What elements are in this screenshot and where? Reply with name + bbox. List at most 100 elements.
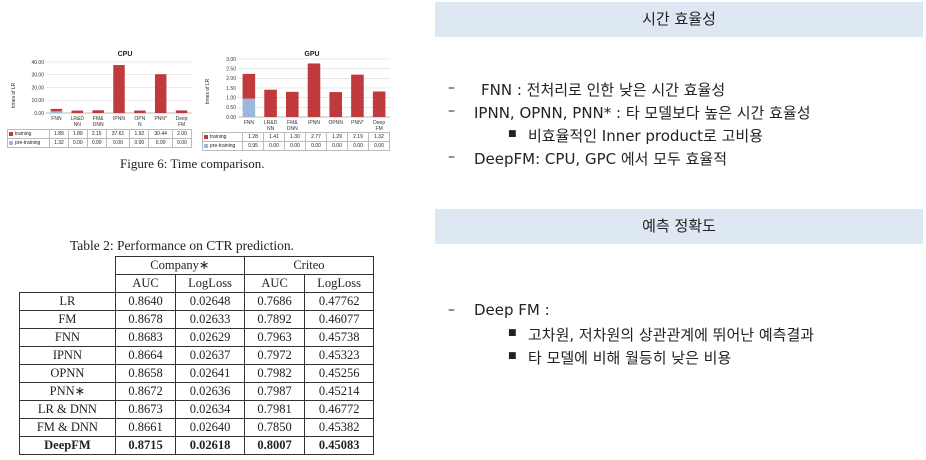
table-cell: 1.89 xyxy=(49,129,69,139)
table-cell: 1.41 xyxy=(263,132,285,142)
table-row: PNN∗ 0.8672 0.02636 0.7987 0.45214 xyxy=(19,382,374,401)
y-tick-label: 10.00 xyxy=(31,98,44,104)
table-row-label: OPNN xyxy=(19,364,116,383)
x-category-label: PNN* xyxy=(154,116,167,122)
x-category-label: DNN xyxy=(287,126,298,132)
bullet-deepfm-efficiency: DeepFM: CPU, GPC 에서 모두 효율적 xyxy=(474,150,728,168)
x-category-label: IPNN xyxy=(113,116,125,122)
table-cell: 0.02648 xyxy=(175,292,245,311)
pretraining-swatch xyxy=(204,143,208,148)
bar-training xyxy=(285,91,299,117)
table-row: LR & DNN 0.8673 0.02634 0.7981 0.46772 xyxy=(19,400,374,419)
bullet-dash-marker: – xyxy=(448,103,455,119)
bullet-dash-marker: – xyxy=(448,149,455,165)
table-group-header-row: Company∗ Criteo xyxy=(19,256,375,293)
table-cell: 0.46077 xyxy=(304,310,374,329)
table-cell: 0.00 xyxy=(105,138,131,148)
bullet-deepfm: Deep FM : xyxy=(474,301,550,319)
table-column-header: AUC xyxy=(114,274,177,293)
bullet-dash-marker: – xyxy=(448,302,455,318)
table-cell: 2.00 xyxy=(172,129,192,139)
table-cell: 0.47762 xyxy=(304,292,374,311)
table-column-header: AUC xyxy=(243,274,306,293)
bullet-square-marker: ■ xyxy=(508,328,517,338)
table-corner-cell xyxy=(19,256,116,293)
x-category-label: PNN* xyxy=(351,120,364,126)
table-caption: Table 2: Performance on CTR prediction. xyxy=(70,238,294,253)
table-cell: 30.44 xyxy=(148,129,174,139)
training-swatch xyxy=(204,134,208,139)
gpu-chart-data-table: training 1.28 1.41 1.30 2.77 1.29 2.19 1… xyxy=(202,132,390,151)
cpu-table-row-label: pre-training xyxy=(7,138,50,148)
bullet-fnn: FNN : 전처리로 인한 낮은 시간 효율성 xyxy=(481,81,726,99)
table-cell: 37.61 xyxy=(105,129,131,139)
bar-training xyxy=(134,110,146,113)
table-row-label: LR xyxy=(19,292,116,311)
x-category-label: OPNN xyxy=(328,120,343,126)
table-cell: 0.8007 xyxy=(243,436,306,455)
table-cell: 0.00 xyxy=(347,141,369,151)
table-row: FM & DNN 0.8661 0.02640 0.7850 0.45382 xyxy=(19,418,374,437)
bullet-square-marker: ■ xyxy=(508,351,517,361)
x-category-label: N xyxy=(138,122,142,128)
table-column-header: LogLoss xyxy=(175,274,245,293)
table-cell: 0.00 xyxy=(284,141,306,151)
bar-training xyxy=(71,110,84,113)
bar-training xyxy=(92,110,104,113)
table-cell: 0.7981 xyxy=(243,400,306,419)
table-cell: 0.8664 xyxy=(114,346,177,365)
table-cell: 1.32 xyxy=(368,132,390,142)
table-body: LR 0.8640 0.02648 0.7686 0.47762 FM 0.8678 0.02… xyxy=(19,292,374,455)
bar-pretraining xyxy=(50,111,63,113)
table-group-header: Criteo xyxy=(243,256,375,275)
performance-table: Company∗ Criteo AUC LogLoss AUC LogLoss … xyxy=(19,256,375,455)
table-cell: 1.28 xyxy=(242,132,264,142)
bar-training xyxy=(154,74,167,113)
table-cell: 0.02640 xyxy=(175,418,245,437)
table-cell: 0.8683 xyxy=(114,328,177,347)
table-cell: 0.45323 xyxy=(304,346,374,365)
table-cell: 2.77 xyxy=(305,132,327,142)
bar-training xyxy=(307,63,321,117)
table-cell: 0.8658 xyxy=(114,364,177,383)
section-header-time-efficiency: 시간 효율성 xyxy=(435,2,923,37)
table-column-header-row: AUC LogLoss AUC LogLoss xyxy=(20,274,374,293)
bullet-inner-product: 비효율적인 Inner product로 고비용 xyxy=(528,127,764,145)
table-cell: 0.46772 xyxy=(304,400,374,419)
bar-training xyxy=(175,110,188,113)
table-cell: 0.00 xyxy=(326,141,348,151)
table-column-header: LogLoss xyxy=(304,274,374,293)
table-cell: 0.45214 xyxy=(304,382,374,401)
table-cell: 0.00 xyxy=(148,138,174,148)
y-tick-label: 40.00 xyxy=(31,60,44,66)
table-cell: 0.7972 xyxy=(243,346,306,365)
y-tick-label: 1.50 xyxy=(226,86,236,92)
table-row-label: PNN∗ xyxy=(19,382,116,401)
table-cell: 0.8715 xyxy=(114,436,177,455)
x-category-label: FM xyxy=(376,126,383,132)
x-category-label: FNN xyxy=(244,120,255,126)
table-row-label: FM & DNN xyxy=(19,418,116,437)
table-cell: 0.02641 xyxy=(175,364,245,383)
bullet-dash-marker: – xyxy=(448,80,455,96)
table-row-label: DeepFM xyxy=(19,436,116,455)
bullet-low-cost: 타 모델에 비해 월등히 낮은 비용 xyxy=(528,349,732,367)
x-category-label: FM& xyxy=(287,120,298,126)
bar-training xyxy=(351,74,364,117)
x-category-label: Deep xyxy=(176,116,188,122)
table-row-label: IPNN xyxy=(19,346,116,365)
x-category-label: NN xyxy=(267,126,275,132)
table-cell: 0.8673 xyxy=(114,400,177,419)
table-cell: 0.7987 xyxy=(243,382,306,401)
table-cell: 1.29 xyxy=(326,132,348,142)
cpu-table-row-label: training xyxy=(7,129,50,139)
y-tick-label: 3.00 xyxy=(226,57,236,63)
y-tick-label: 1.00 xyxy=(226,95,236,101)
bar-training xyxy=(113,65,125,113)
table-cell: 0.00 xyxy=(368,141,390,151)
table-cell: 0.7850 xyxy=(243,418,306,437)
pretraining-swatch xyxy=(9,140,13,145)
table-row: OPNN 0.8658 0.02641 0.7982 0.45256 xyxy=(19,364,374,383)
x-category-label: FM xyxy=(178,122,185,128)
table-cell: 0.02633 xyxy=(175,310,245,329)
